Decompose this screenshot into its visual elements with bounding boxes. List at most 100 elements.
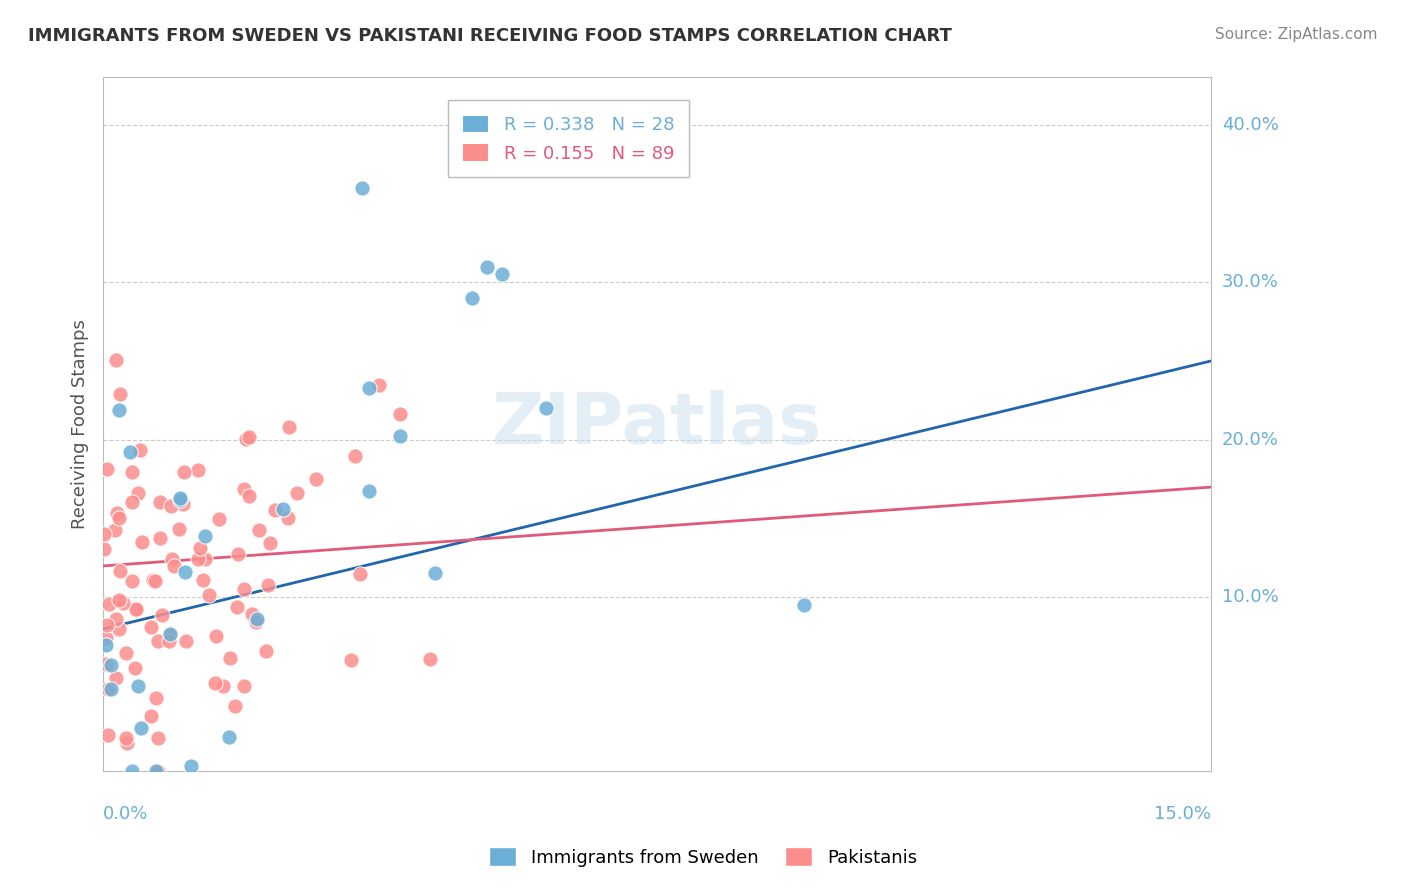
Point	[111, 596, 134, 610]
Point	[115, 736, 138, 750]
Legend: R = 0.338   N = 28, R = 0.155   N = 89: R = 0.338 N = 28, R = 0.155 N = 89	[447, 100, 689, 177]
Point	[108, 511, 131, 525]
Point	[226, 547, 249, 561]
Point	[187, 462, 209, 476]
Point	[235, 432, 257, 446]
Point	[142, 574, 165, 588]
Point	[247, 524, 270, 538]
Point	[233, 582, 256, 597]
Point	[277, 419, 299, 434]
Point	[96, 631, 118, 645]
Point	[115, 646, 138, 660]
Point	[259, 536, 281, 550]
Point	[169, 491, 191, 505]
Point	[264, 502, 287, 516]
Point	[96, 657, 118, 671]
Point	[121, 494, 143, 508]
Point	[169, 493, 191, 508]
Point	[273, 502, 295, 516]
Point	[340, 653, 363, 667]
Point	[174, 634, 197, 648]
Text: Source: ZipAtlas.com: Source: ZipAtlas.com	[1215, 27, 1378, 42]
Point	[534, 401, 557, 416]
Point	[180, 758, 202, 772]
Point	[94, 638, 117, 652]
Point	[367, 378, 389, 392]
Point	[157, 628, 180, 642]
Point	[108, 564, 131, 578]
Point	[167, 522, 190, 536]
Point	[127, 679, 149, 693]
Point	[108, 593, 131, 607]
Point	[125, 602, 148, 616]
Point	[97, 681, 120, 696]
Text: 30.0%: 30.0%	[1222, 273, 1278, 292]
Point	[461, 291, 484, 305]
Text: 40.0%: 40.0%	[1222, 116, 1278, 134]
Point	[127, 486, 149, 500]
Point	[96, 462, 118, 476]
Point	[108, 403, 131, 417]
Point	[139, 620, 162, 634]
Point	[305, 472, 328, 486]
Point	[254, 643, 277, 657]
Text: 10.0%: 10.0%	[1222, 589, 1278, 607]
Point	[104, 612, 127, 626]
Point	[238, 489, 260, 503]
Point	[357, 483, 380, 498]
Point	[149, 494, 172, 508]
Point	[172, 497, 194, 511]
Point	[359, 382, 381, 396]
Point	[105, 353, 128, 368]
Point	[121, 465, 143, 479]
Point	[149, 531, 172, 545]
Point	[124, 661, 146, 675]
Point	[491, 268, 513, 282]
Point	[207, 512, 229, 526]
Point	[174, 565, 197, 579]
Point	[197, 588, 219, 602]
Point	[108, 622, 131, 636]
Point	[125, 603, 148, 617]
Point	[212, 679, 235, 693]
Point	[204, 629, 226, 643]
Point	[157, 634, 180, 648]
Point	[238, 430, 260, 444]
Point	[118, 444, 141, 458]
Point	[145, 690, 167, 705]
Text: 15.0%: 15.0%	[1153, 805, 1211, 823]
Point	[188, 541, 211, 555]
Point	[419, 652, 441, 666]
Point	[349, 566, 371, 581]
Point	[218, 730, 240, 744]
Text: IMMIGRANTS FROM SWEDEN VS PAKISTANI RECEIVING FOOD STAMPS CORRELATION CHART: IMMIGRANTS FROM SWEDEN VS PAKISTANI RECE…	[28, 27, 952, 45]
Text: ZIPatlas: ZIPatlas	[492, 390, 823, 458]
Legend: Immigrants from Sweden, Pakistanis: Immigrants from Sweden, Pakistanis	[482, 840, 924, 874]
Point	[104, 672, 127, 686]
Point	[204, 676, 226, 690]
Point	[121, 574, 143, 588]
Point	[277, 510, 299, 524]
Point	[194, 529, 217, 543]
Point	[100, 681, 122, 696]
Point	[344, 449, 367, 463]
Point	[98, 598, 121, 612]
Point	[131, 535, 153, 549]
Point	[96, 617, 118, 632]
Point	[141, 709, 163, 723]
Point	[160, 551, 183, 566]
Point	[173, 465, 195, 479]
Point	[218, 651, 240, 665]
Point	[246, 612, 269, 626]
Point	[233, 679, 256, 693]
Point	[389, 407, 412, 421]
Point	[388, 428, 411, 442]
Point	[129, 722, 152, 736]
Point	[129, 442, 152, 457]
Point	[114, 731, 136, 745]
Point	[245, 615, 267, 629]
Point	[93, 542, 115, 557]
Point	[159, 499, 181, 513]
Point	[163, 559, 186, 574]
Y-axis label: Receiving Food Stamps: Receiving Food Stamps	[72, 319, 89, 529]
